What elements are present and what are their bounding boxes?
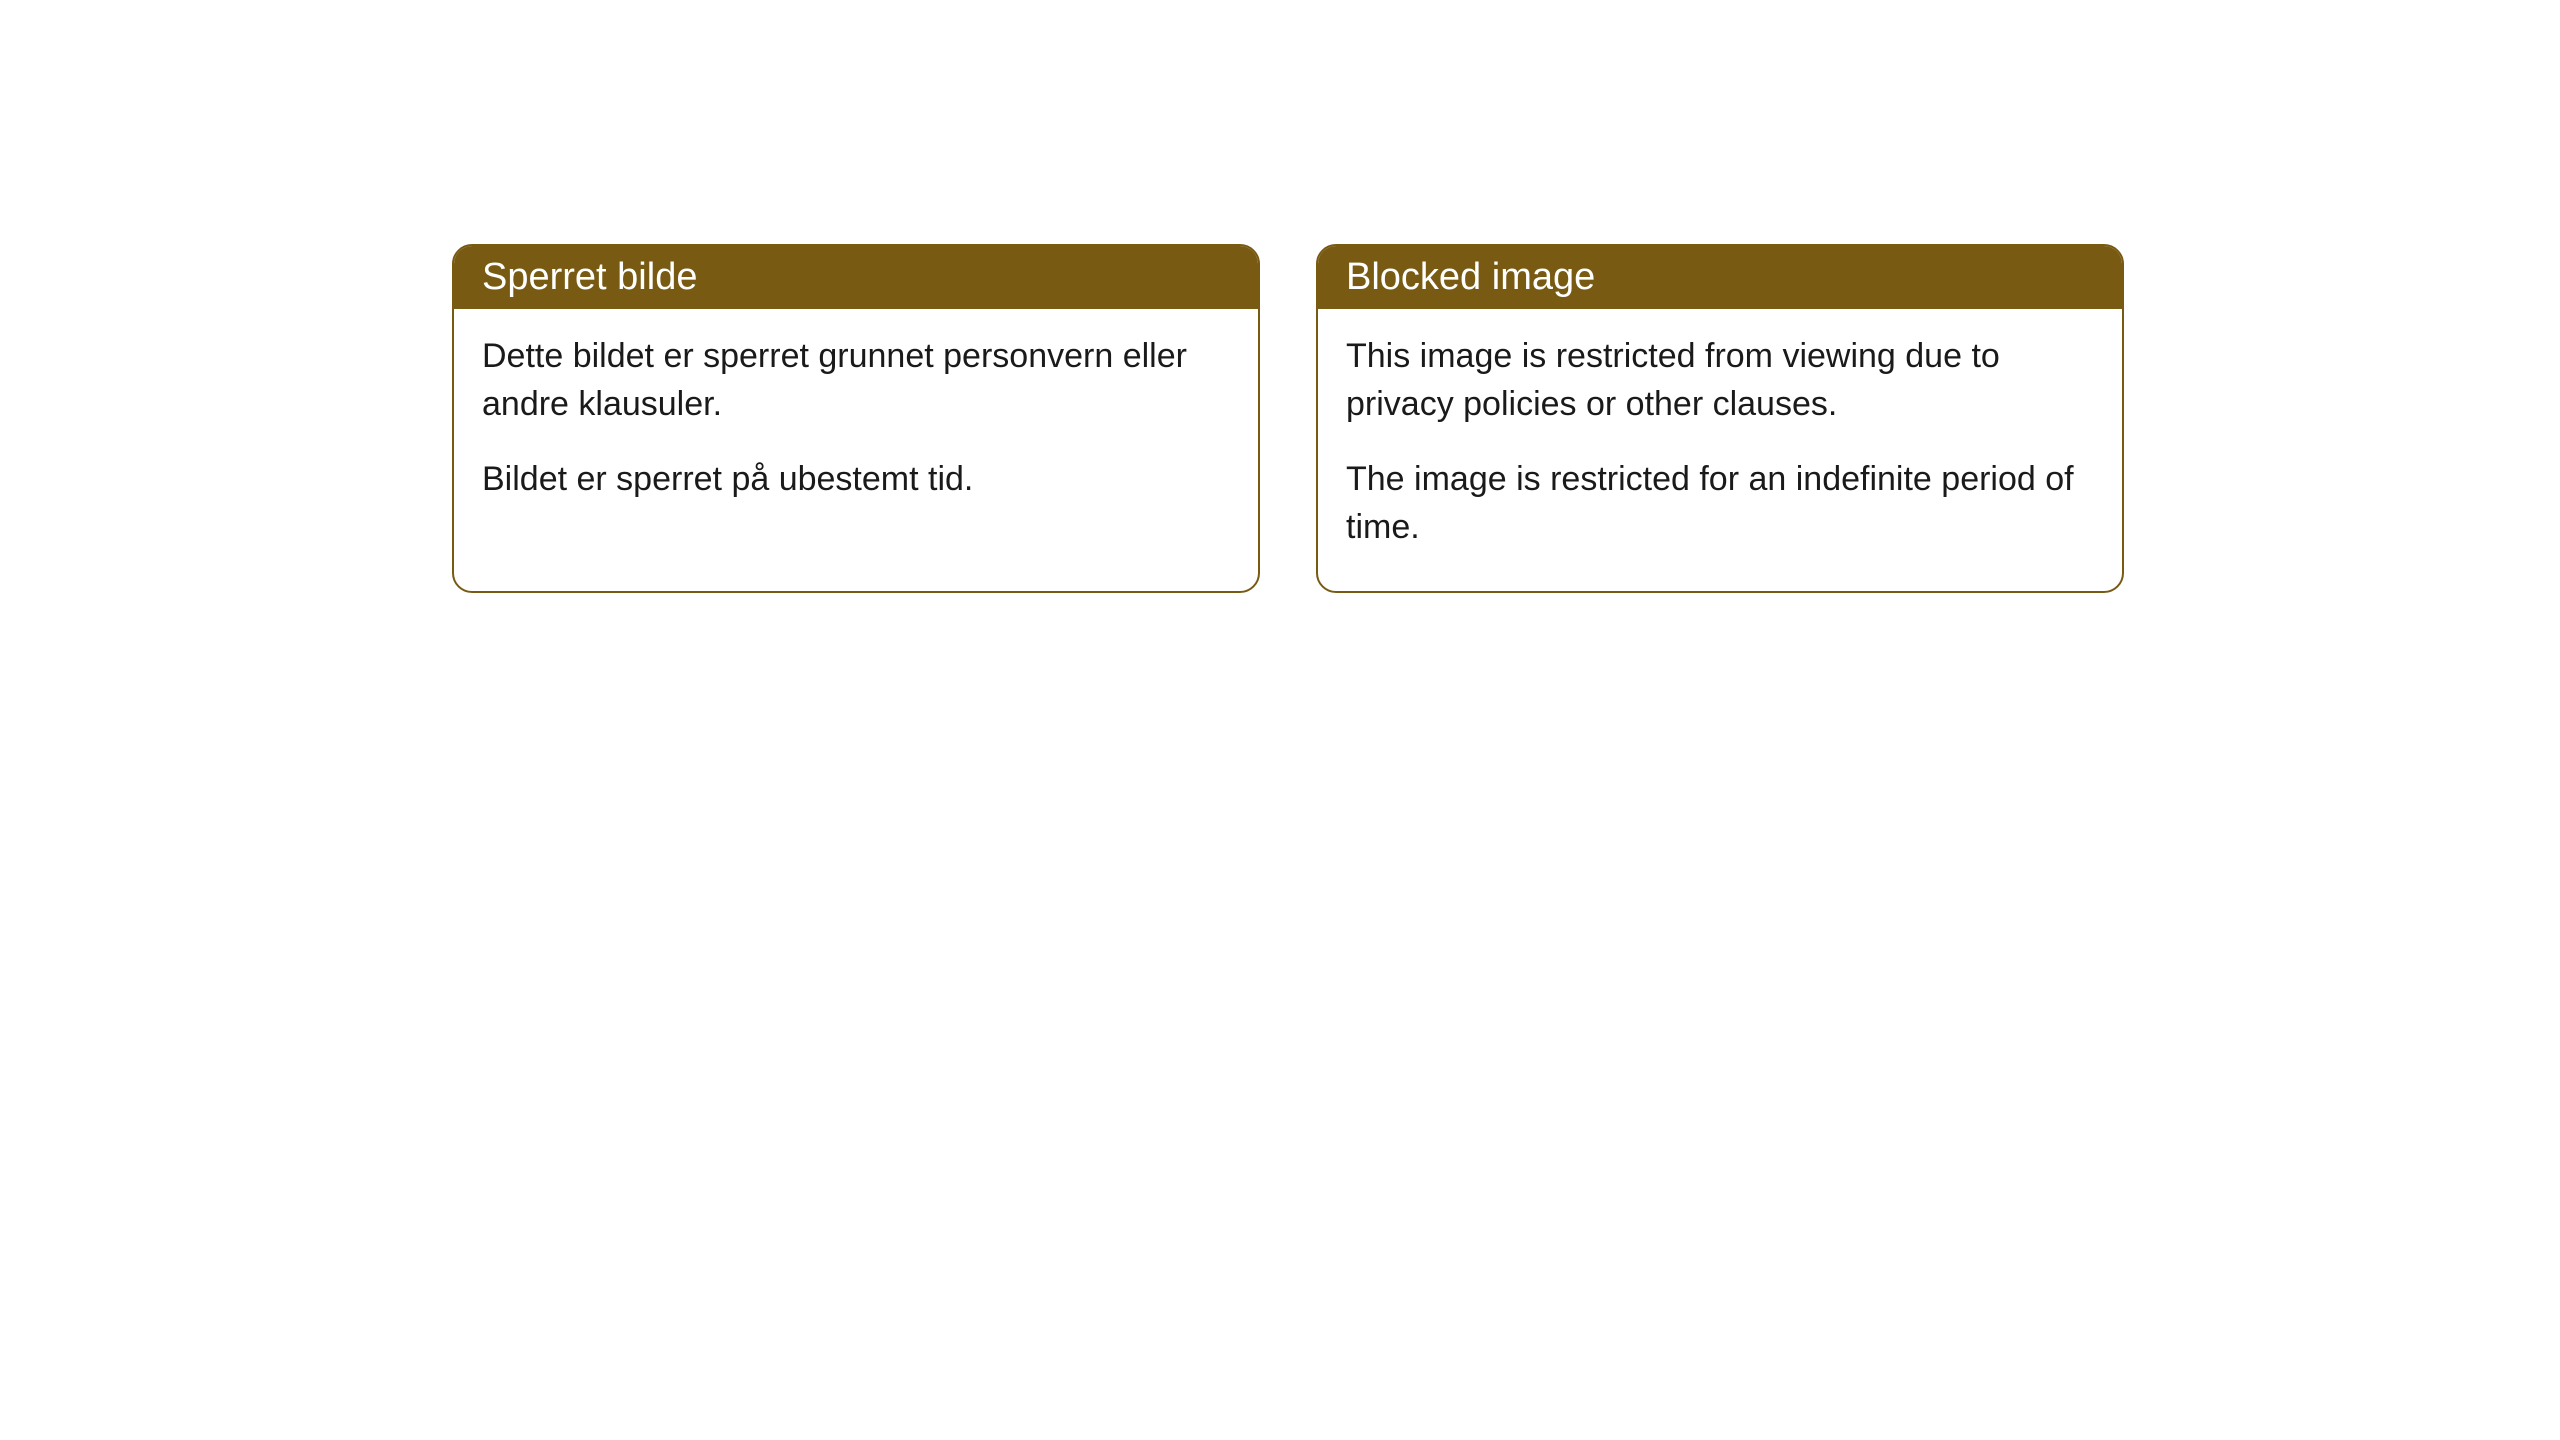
card-paragraph-2-english: The image is restricted for an indefinit… <box>1346 456 2094 551</box>
card-norwegian: Sperret bilde Dette bildet er sperret gr… <box>452 244 1260 593</box>
card-body-norwegian: Dette bildet er sperret grunnet personve… <box>454 309 1258 544</box>
card-header-norwegian: Sperret bilde <box>454 246 1258 309</box>
card-body-english: This image is restricted from viewing du… <box>1318 309 2122 591</box>
card-english: Blocked image This image is restricted f… <box>1316 244 2124 593</box>
card-paragraph-2-norwegian: Bildet er sperret på ubestemt tid. <box>482 456 1230 504</box>
cards-container: Sperret bilde Dette bildet er sperret gr… <box>452 244 2124 593</box>
card-header-english: Blocked image <box>1318 246 2122 309</box>
card-paragraph-1-english: This image is restricted from viewing du… <box>1346 333 2094 428</box>
card-paragraph-1-norwegian: Dette bildet er sperret grunnet personve… <box>482 333 1230 428</box>
